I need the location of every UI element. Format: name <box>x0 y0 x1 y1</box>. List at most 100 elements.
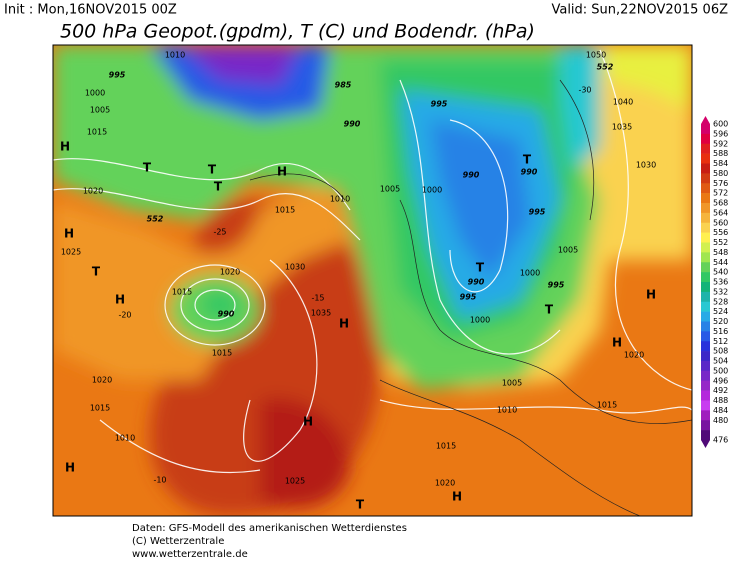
map-label: H <box>277 165 287 179</box>
map-label: 1015 <box>212 349 232 358</box>
map-label: H <box>303 415 313 429</box>
map-label: -30 <box>578 86 591 95</box>
footer-line: (C) Wetterzentrale <box>132 536 224 547</box>
map-label: 985 <box>335 81 352 90</box>
colorbar-swatch <box>701 311 710 322</box>
map-label: 1015 <box>87 128 107 137</box>
map-label: 552 <box>597 63 614 72</box>
colorbar-arrow-top <box>701 116 710 124</box>
colorbar-label: 536 <box>713 278 728 287</box>
colorbar-swatch <box>701 410 710 421</box>
footer-line: www.wetterzentrale.de <box>132 549 248 560</box>
map-label: 1025 <box>285 477 305 486</box>
colorbar-swatch <box>701 212 710 224</box>
map-label: 1050 <box>586 51 606 60</box>
map-label: 1015 <box>90 404 110 413</box>
colorbar-label: 520 <box>713 317 728 326</box>
colorbar-label: 584 <box>713 159 728 168</box>
map-label: 995 <box>548 281 565 290</box>
colorbar-swatch <box>701 291 710 303</box>
colorbar-swatch <box>701 370 710 382</box>
colorbar-label: 588 <box>713 149 728 158</box>
colorbar-swatch <box>701 301 710 312</box>
valid-time: Valid: Sun,22NOV2015 06Z <box>551 3 728 18</box>
colorbar-label: 496 <box>713 376 728 385</box>
map-label: 990 <box>521 168 538 177</box>
colorbar-swatch <box>701 242 710 253</box>
colorbar-label: 568 <box>713 199 728 208</box>
map-label: 1020 <box>624 351 644 360</box>
colorbar-swatch <box>701 341 710 352</box>
colorbar-label: 532 <box>713 287 728 296</box>
map-label: T <box>523 153 532 167</box>
map-label: T <box>208 163 217 177</box>
map-label: 1020 <box>435 479 455 488</box>
map-label: 1005 <box>502 379 522 388</box>
map-label: 990 <box>344 120 361 129</box>
map-label: 995 <box>109 71 126 80</box>
footer-line: Daten: GFS-Modell des amerikanischen Wet… <box>132 523 407 534</box>
map-label: 995 <box>529 208 546 217</box>
colorbar-swatch <box>701 173 710 184</box>
colorbar-label: 544 <box>713 258 728 267</box>
colorbar-swatch <box>701 272 710 283</box>
map-label: 990 <box>218 310 235 319</box>
colorbar-label: 592 <box>713 139 728 148</box>
map-label: 1005 <box>558 246 578 255</box>
colorbar-label: 512 <box>713 337 728 346</box>
colorbar-label: 552 <box>713 238 728 247</box>
map-label: -15 <box>311 294 324 303</box>
colorbar-swatch <box>701 331 710 342</box>
map-label: 1000 <box>422 186 442 195</box>
colorbar-label: 596 <box>713 129 728 138</box>
colorbar-label: 556 <box>713 228 728 237</box>
map-label: H <box>115 293 125 307</box>
colorbar-swatch <box>701 252 710 263</box>
colorbar-label: 484 <box>713 406 728 415</box>
init-time: Init : Mon,16NOV2015 00Z <box>4 3 177 18</box>
colorbar-label: 516 <box>713 327 728 336</box>
map-label: 1040 <box>613 98 633 107</box>
colorbar-label: 580 <box>713 169 728 178</box>
map-label: T <box>476 261 485 275</box>
map-label: 1015 <box>172 288 192 297</box>
colorbar-label: 488 <box>713 396 728 405</box>
map-label: 1035 <box>311 309 331 318</box>
map-label: T <box>356 498 365 512</box>
colorbar-swatch <box>701 282 710 293</box>
map-title: 500 hPa Geopot.(gpdm), T (C) und Bodendr… <box>60 21 535 43</box>
colorbar-swatch <box>701 430 710 441</box>
colorbar-label: 480 <box>713 416 728 425</box>
colorbar-swatch <box>701 351 710 362</box>
map-label: H <box>646 288 656 302</box>
map-label: T <box>143 161 152 175</box>
colorbar-label: 476 <box>713 436 728 445</box>
colorbar-label: 576 <box>713 179 728 188</box>
colorbar-swatch <box>701 390 710 401</box>
map-label: 1025 <box>61 248 81 257</box>
colorbar-arrow-bottom <box>701 440 710 448</box>
map-label: 1030 <box>285 263 305 272</box>
colorbar-swatch <box>701 203 710 214</box>
colorbar-label: 528 <box>713 297 728 306</box>
colorbar-label: 540 <box>713 268 728 277</box>
map-field <box>53 45 692 516</box>
map-frame <box>52 44 693 517</box>
map-label: H <box>339 317 349 331</box>
colorbar-swatch <box>701 321 710 332</box>
map-label: 1020 <box>220 268 240 277</box>
map-label: 1000 <box>85 89 105 98</box>
colorbar-swatch <box>701 193 710 204</box>
map-label: 1035 <box>612 123 632 132</box>
map-label: 990 <box>463 171 480 180</box>
colorbar-swatch <box>701 143 710 154</box>
map-label: 1015 <box>275 206 295 215</box>
map-label: H <box>65 461 75 475</box>
map-label: 1010 <box>497 406 517 415</box>
colorbar-label: 508 <box>713 347 728 356</box>
map-label: 1015 <box>436 442 456 451</box>
colorbar-label: 564 <box>713 208 728 217</box>
map-label: 1005 <box>380 185 400 194</box>
